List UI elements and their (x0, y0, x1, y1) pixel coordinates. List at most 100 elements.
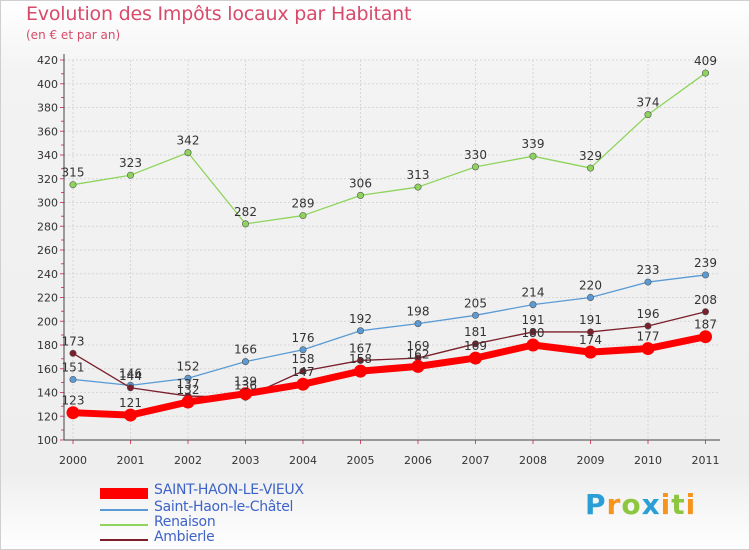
y-tick-label: 420 (37, 54, 58, 67)
grid-lines (64, 59, 720, 441)
x-tick-label: 2008 (519, 454, 547, 467)
data-label: 162 (407, 347, 430, 361)
legend-label: SAINT-HAON-LE-VIEUX (154, 482, 304, 498)
data-point (127, 384, 135, 392)
y-tick-label: 260 (37, 244, 58, 257)
data-point (701, 69, 709, 77)
x-axis-tick-labels: 2000 2001 2002 2003 2004 2005 2006 2007 2008 2009… (59, 454, 720, 467)
data-point (354, 364, 367, 378)
legend-swatch (100, 487, 148, 499)
data-label: 137 (177, 377, 200, 391)
x-tick-label: 2007 (462, 454, 490, 467)
data-point (69, 349, 77, 357)
data-label: 132 (177, 383, 200, 397)
data-point (644, 278, 652, 286)
x-tick-label: 2009 (577, 454, 605, 467)
data-point (584, 345, 597, 359)
data-point (299, 367, 307, 375)
data-label: 208 (694, 293, 717, 307)
data-label: 144 (119, 369, 142, 383)
data-point (471, 311, 479, 319)
y-tick-label: 340 (37, 149, 58, 162)
data-label: 139 (234, 375, 257, 389)
data-label: 173 (62, 334, 85, 348)
legend-swatch (100, 509, 148, 511)
data-label: 176 (292, 331, 315, 345)
data-point (356, 356, 364, 364)
data-label: 169 (464, 339, 487, 353)
data-point (356, 327, 364, 335)
data-point (127, 171, 135, 179)
data-label: 174 (579, 333, 602, 347)
series-line (72, 311, 706, 398)
data-label: 220 (579, 279, 602, 293)
data-point (529, 152, 537, 160)
data-label: 313 (407, 168, 430, 182)
data-label: 329 (579, 149, 602, 163)
logo-letter: i (685, 488, 697, 521)
data-label: 323 (119, 156, 142, 170)
data-label: 147 (292, 365, 315, 379)
data-label: 233 (637, 263, 660, 277)
data-label: 196 (637, 307, 660, 321)
data-point (699, 330, 712, 344)
data-label: 239 (694, 256, 717, 270)
logo-letter: o (621, 488, 642, 521)
chart-subtitle: (en € et par an) (26, 28, 121, 42)
data-point (529, 328, 537, 336)
y-tick-label: 400 (37, 78, 58, 91)
logo-letter: r (606, 488, 622, 521)
data-point (644, 111, 652, 119)
data-point (181, 395, 195, 409)
data-label: 342 (177, 134, 200, 148)
data-point (586, 293, 594, 301)
data-point (299, 346, 307, 354)
data-label: 192 (349, 312, 372, 326)
legend-label: Ambierle (154, 529, 215, 545)
data-label: 158 (292, 352, 315, 366)
data-label: 374 (637, 96, 660, 110)
y-tick-label: 360 (37, 125, 58, 138)
y-tick-label: 240 (37, 268, 58, 281)
data-point (414, 183, 422, 191)
x-tick-label: 2005 (347, 454, 375, 467)
data-point (526, 338, 540, 352)
data-point (242, 358, 250, 366)
y-tick-label: 220 (37, 292, 58, 305)
logo-letter: P (585, 488, 607, 521)
data-label: 205 (464, 296, 487, 310)
data-point (701, 308, 709, 316)
x-tick-label: 2010 (634, 454, 662, 467)
y-axis-tick-labels: 100 120 140 160 180 200 220 240 260 280 300 320 340 3… (37, 54, 58, 447)
data-label: 409 (694, 54, 717, 68)
x-tick-label: 2000 (59, 454, 87, 467)
logo-letter: i (660, 488, 672, 521)
x-tick-label: 2003 (232, 454, 260, 467)
x-tick-label: 2011 (692, 454, 720, 467)
data-label: 181 (464, 325, 487, 339)
chart-title: Evolution des Impôts locaux par Habitant (26, 3, 412, 25)
data-point (124, 408, 137, 422)
data-label: 315 (62, 166, 85, 180)
data-point (299, 212, 307, 220)
data-point (356, 191, 364, 199)
data-label: 146 (119, 366, 142, 380)
y-tick-label: 120 (37, 410, 58, 423)
axes (60, 54, 720, 444)
data-label: 306 (349, 176, 372, 190)
y-tick-label: 100 (37, 434, 58, 447)
data-point (184, 149, 192, 157)
data-point (471, 163, 479, 171)
y-tick-label: 160 (37, 363, 58, 376)
data-label: 339 (522, 137, 545, 151)
data-label: 187 (694, 318, 717, 332)
y-tick-label: 280 (37, 220, 58, 233)
data-label: 289 (292, 197, 315, 211)
data-label: 191 (579, 313, 602, 327)
data-point (414, 320, 422, 328)
legend-label: Renaison (154, 514, 216, 530)
proxiti-logo: Proxiti (585, 488, 696, 521)
